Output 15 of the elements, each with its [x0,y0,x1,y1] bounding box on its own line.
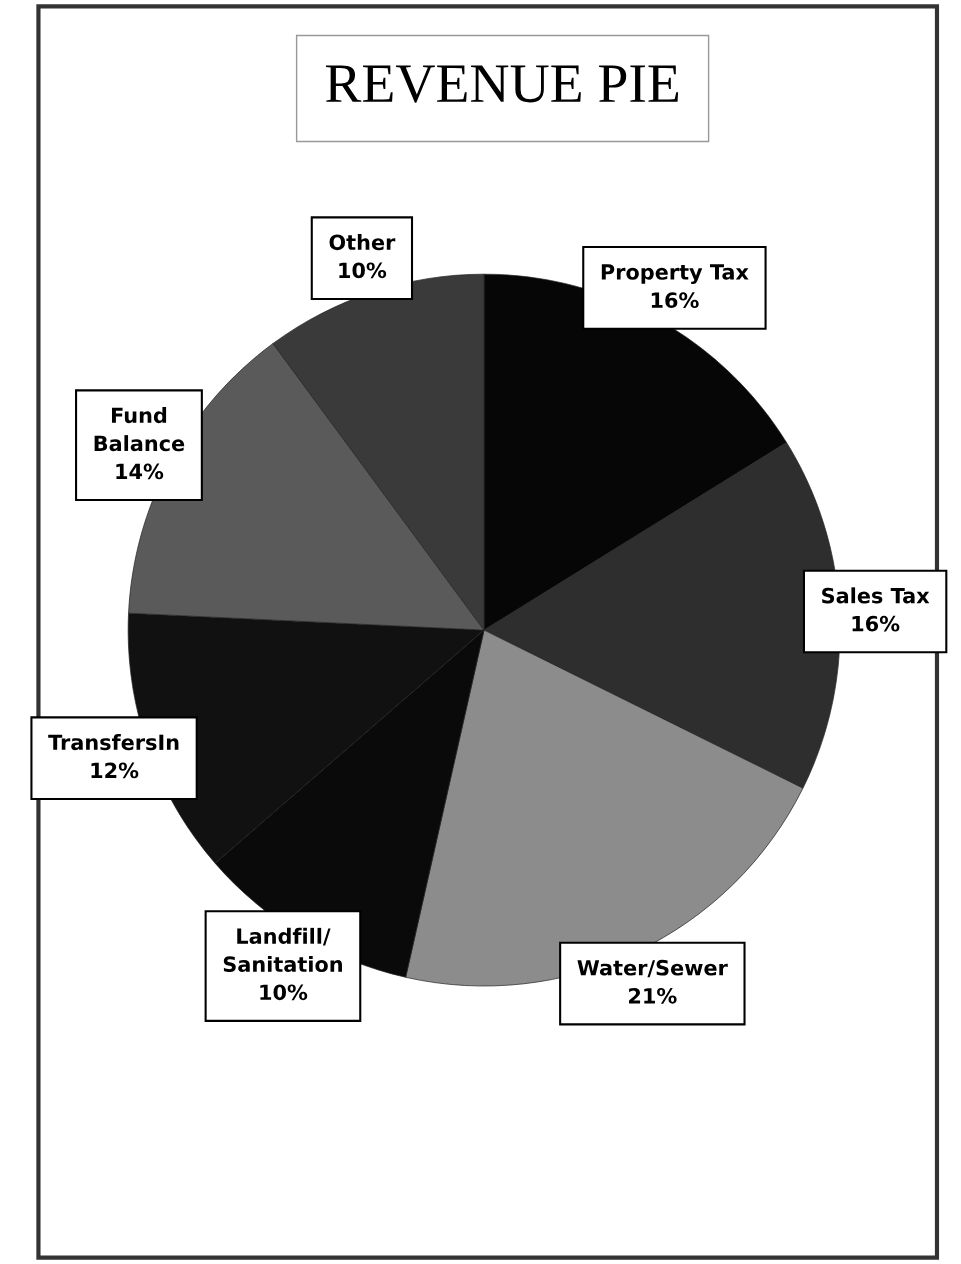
data-label: 14% [116,463,164,480]
data-label: 16% [852,615,900,632]
data-label: 16% [651,292,699,309]
data-label: 12% [91,762,139,779]
data-label: 10% [260,984,308,1001]
chart-title: REVENUE PIE [325,65,679,103]
data-label: 21% [629,987,677,1004]
slice-label: Fund Balance [94,407,185,452]
slice-label: Property Tax [601,264,749,285]
data-label: 10% [339,262,387,279]
slice-label: TransfersIn [48,734,179,751]
slice-label: Sales Tax [822,587,930,604]
slice-label: Other [329,234,396,251]
slice-label: Water/Sewer [577,959,728,978]
slice-label: Landfill/ Sanitation [223,927,342,973]
